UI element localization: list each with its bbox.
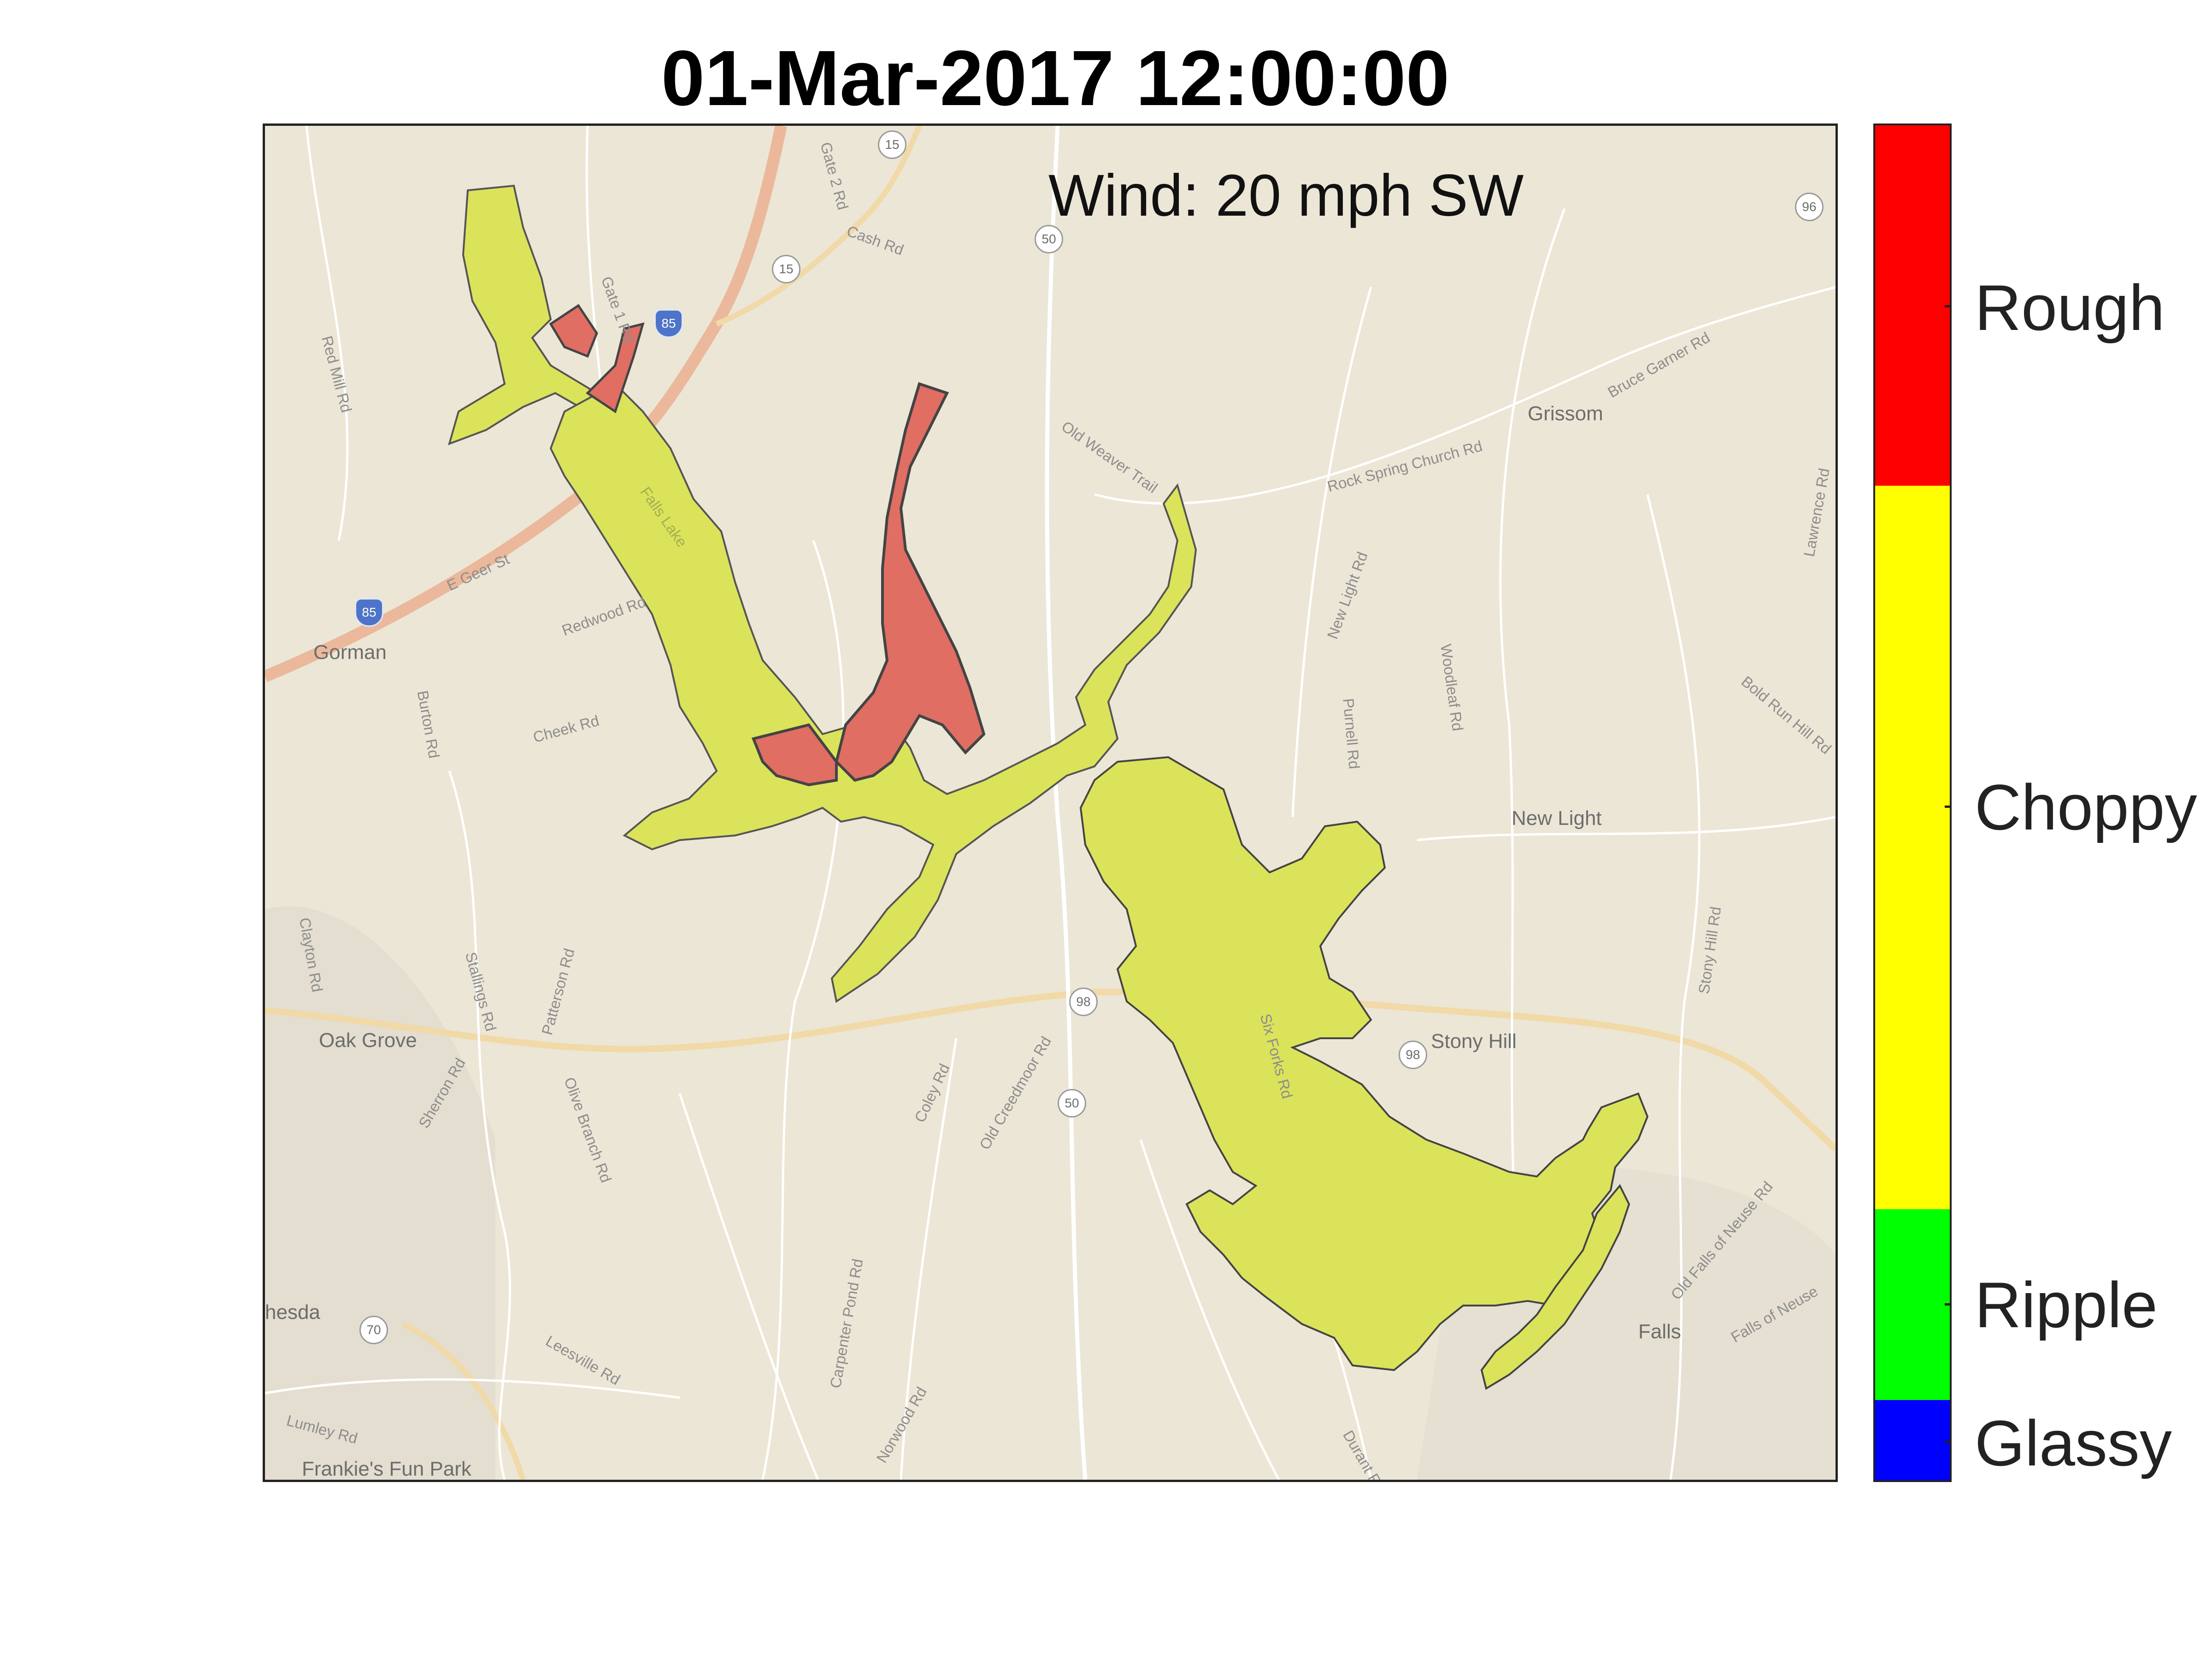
lake-wave-overlay — [447, 184, 1649, 1390]
route-shield: 98 — [1399, 1041, 1427, 1069]
colorbar-choppy — [1875, 486, 1950, 1209]
route-shield: 50 — [1058, 1089, 1086, 1118]
route-shield: 96 — [1795, 193, 1824, 221]
colorbar-ripple — [1875, 1209, 1950, 1400]
lake-choppy-area — [1480, 1184, 1630, 1390]
route-shield: 15 — [772, 255, 800, 283]
route-shield: 50 — [1035, 225, 1063, 253]
basemap — [265, 126, 1835, 1480]
route-shield: 98 — [1069, 988, 1098, 1016]
lake-choppy-area — [447, 184, 598, 446]
highway-15 — [715, 126, 922, 327]
colorbar-label-choppy: Choppy — [1975, 771, 2197, 843]
chart-title: 01-Mar-2017 12:00:00 — [661, 35, 1450, 122]
route-shield: 85 — [355, 598, 383, 627]
lake-rough-area — [835, 382, 986, 782]
colorbar-label-ripple: Ripple — [1975, 1269, 2158, 1341]
route-shield: 70 — [359, 1316, 388, 1344]
lake-rough-area — [586, 322, 645, 413]
map-panel: Gorman Oak Grove Grissom New Light Stony… — [263, 124, 1838, 1482]
colorbar — [1873, 124, 1952, 1482]
minor-roads — [265, 126, 1835, 1480]
colorbar-glassy — [1875, 1400, 1950, 1480]
urban-area — [265, 906, 495, 1480]
lake-rough-area — [549, 304, 598, 358]
highway-70 — [402, 1321, 526, 1480]
colorbar-label-rough: Rough — [1975, 271, 2165, 344]
colorbar-tick — [1945, 1441, 1950, 1443]
colorbar-tick — [1945, 806, 1950, 808]
place-label: Grissom — [1528, 402, 1603, 425]
place-label: Stony Hill — [1431, 1030, 1517, 1053]
place-label: Falls — [1638, 1320, 1681, 1343]
place-label: Frankie's Fun Park — [302, 1458, 471, 1480]
place-label: Oak Grove — [319, 1029, 417, 1052]
place-label: Gorman — [313, 641, 387, 664]
wind-label: Wind: 20 mph SW — [1048, 163, 1524, 229]
colorbar-tick — [1945, 1303, 1950, 1306]
place-label: hesda — [265, 1301, 320, 1324]
colorbar-label-glassy: Glassy — [1975, 1407, 2172, 1479]
route-shield: 15 — [878, 130, 906, 159]
colorbar-tick — [1945, 305, 1950, 307]
place-label: New Light — [1512, 807, 1602, 830]
highway-50 — [1045, 126, 1088, 1480]
colorbar-rough — [1875, 125, 1950, 486]
route-shield: 85 — [654, 309, 683, 338]
lake-rough-area — [751, 723, 838, 787]
